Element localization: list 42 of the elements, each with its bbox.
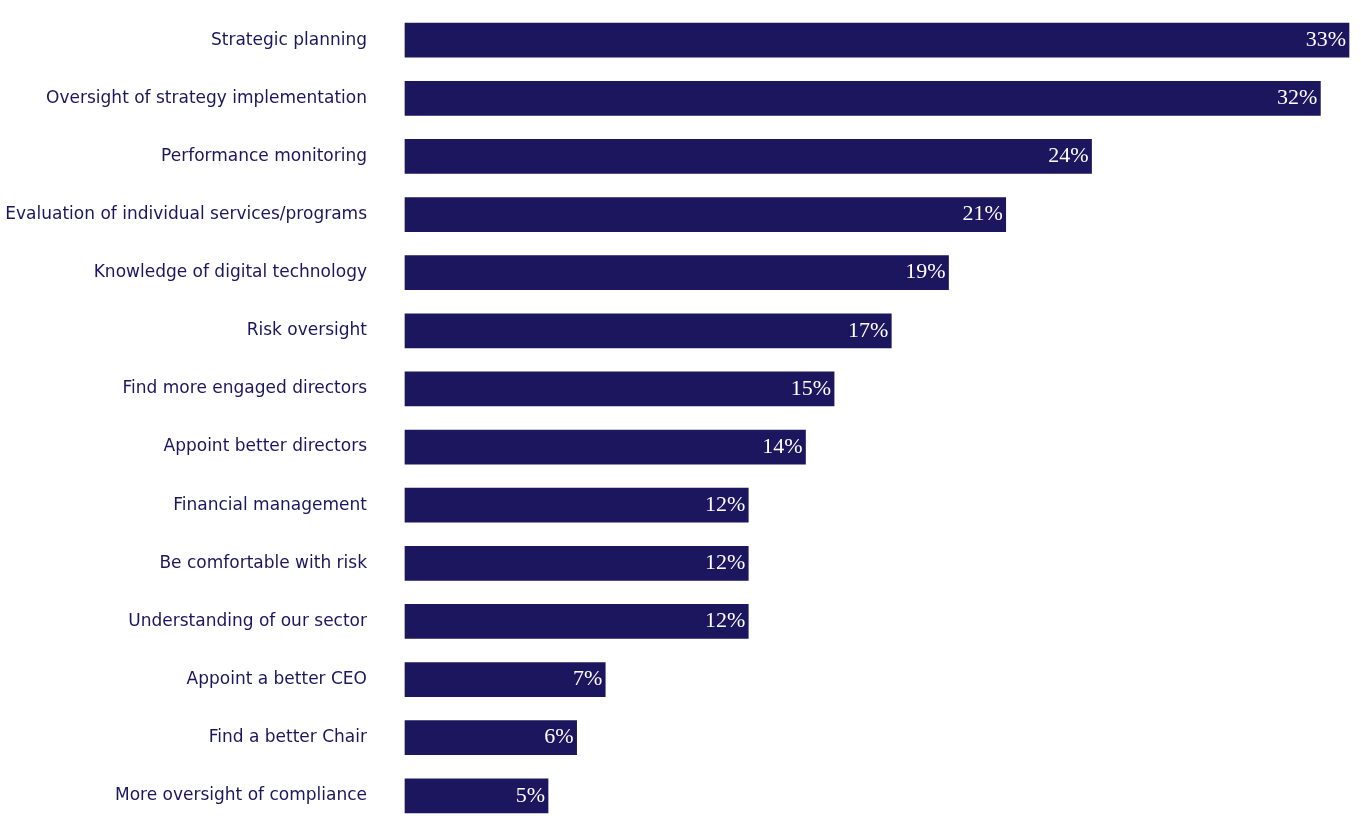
bar (404, 720, 577, 756)
data-label: 12% (704, 549, 746, 575)
y-tick-label: Strategic planning (210, 28, 367, 49)
data-label: 12% (704, 607, 746, 633)
y-tick-label: Financial management (173, 493, 368, 514)
y-tick-label: Find more engaged directors (122, 377, 368, 398)
data-label: 7% (572, 665, 603, 691)
bar (404, 778, 549, 814)
bar (404, 487, 749, 523)
data-label: 5% (515, 781, 546, 807)
y-tick-label: Risk oversight (246, 319, 368, 340)
data-label: 21% (962, 200, 1003, 226)
y-tick-label: Evaluation of individual services/programs (5, 202, 368, 223)
data-label: 24% (1048, 142, 1089, 168)
y-tick-label: Find a better Chair (208, 726, 368, 747)
data-label: 15% (790, 374, 832, 400)
y-tick-label: Understanding of our sector (128, 609, 368, 630)
data-label: 32% (1277, 84, 1318, 110)
bar (404, 80, 1321, 116)
y-tick-label: Appoint better directors (163, 435, 368, 456)
data-label: 12% (704, 490, 746, 516)
data-label: 6% (544, 723, 574, 749)
bar (404, 662, 606, 697)
bar (404, 22, 1350, 58)
y-tick-label: Performance monitoring (161, 144, 367, 165)
data-label: 19% (905, 258, 946, 284)
y-tick-label: Be comfortable with risk (159, 551, 368, 572)
data-label: 17% (847, 316, 889, 342)
bar (404, 255, 949, 291)
data-label: 33% (1305, 25, 1346, 51)
data-label: 14% (762, 432, 803, 458)
bar (404, 139, 1092, 174)
y-tick-label: More oversight of compliance (114, 784, 367, 805)
bar (404, 371, 835, 407)
bar (404, 545, 749, 581)
bar (404, 197, 1007, 232)
y-tick-label: Oversight of strategy implementation (46, 86, 367, 107)
y-tick-label: Appoint a better CEO (186, 667, 367, 688)
bar (404, 604, 749, 639)
bar (404, 429, 806, 465)
bar (404, 313, 892, 349)
y-tick-label: Knowledge of digital technology (93, 261, 367, 282)
